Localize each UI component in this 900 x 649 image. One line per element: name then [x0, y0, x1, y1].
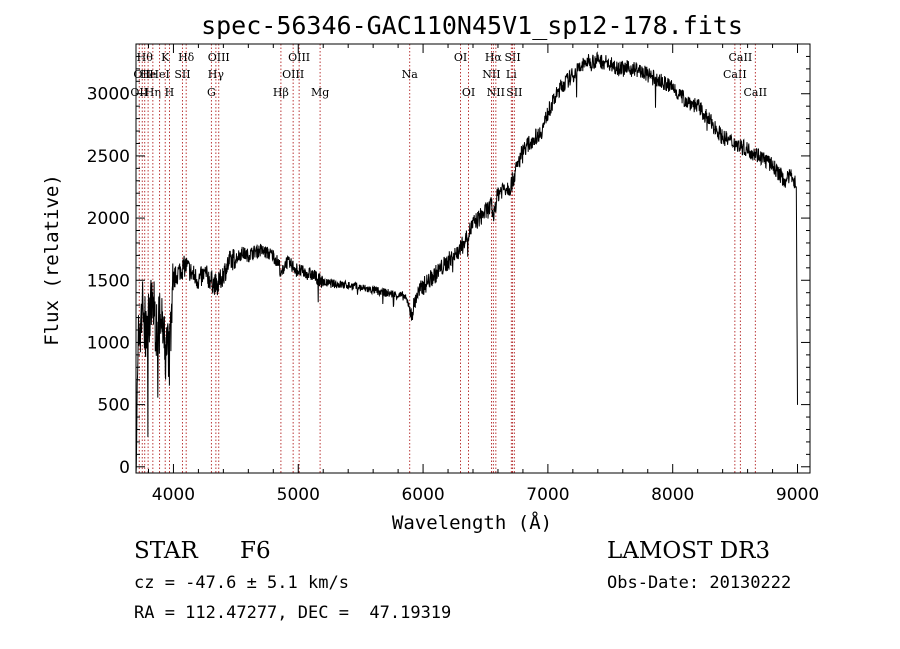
y-tick-label-1500: 1500	[87, 271, 130, 291]
line-label-8: SII	[174, 68, 190, 81]
line-label-7: H	[165, 86, 175, 99]
x-tick-label-9000: 9000	[776, 485, 819, 505]
y-axis: 0 500 1000 1500 2000 2500 3000	[87, 55, 810, 478]
survey-name: LAMOST DR3	[607, 538, 771, 564]
x-axis: 4000 5000 6000 7000 8000 9000	[147, 44, 819, 505]
line-label-2: Hθ	[137, 51, 154, 64]
line-label-20: NII	[482, 68, 500, 81]
line-label-5: HeI	[149, 68, 169, 81]
line-label-13: Hβ	[273, 86, 289, 99]
line-label-9: Hδ	[178, 51, 195, 64]
spectral-line-markers: OII OII Hθ He Hη HeI K H SII Hδ G Hγ OIII Hβ OIII OIII M…	[130, 44, 767, 473]
y-tick-label-2000: 2000	[87, 209, 130, 229]
line-label-6: K	[161, 51, 170, 64]
spectrum-line-group	[135, 51, 798, 474]
y-tick-label-3000: 3000	[87, 85, 130, 105]
line-label-1: OII	[133, 68, 151, 81]
line-label-17: Na	[402, 68, 419, 81]
observation-date: Obs-Date: 20130222	[607, 573, 792, 593]
line-label-24: SII	[504, 51, 520, 64]
line-label-25: SII	[506, 86, 522, 99]
object-class: STAR	[134, 538, 198, 564]
line-label-11: Hγ	[208, 68, 225, 81]
spectrum-line	[135, 51, 798, 474]
line-label-18: OI	[454, 51, 467, 64]
x-tick-label-8000: 8000	[651, 485, 694, 505]
line-label-14: OIII	[282, 68, 304, 81]
line-label-21: Hα	[485, 51, 503, 64]
x-tick-label-6000: 6000	[401, 485, 444, 505]
y-axis-label: Flux (relative)	[41, 174, 63, 346]
x-tick-label-7000: 7000	[526, 485, 569, 505]
line-label-12: OIII	[208, 51, 230, 64]
y-tick-label-0: 0	[119, 458, 130, 478]
redshift-value: cz = -47.6 ± 5.1 km/s	[134, 573, 349, 593]
sky-coordinates: RA = 112.47277, DEC = 47.19319	[134, 603, 452, 623]
y-tick-label-500: 500	[98, 396, 130, 416]
spectral-subclass: F6	[240, 538, 271, 564]
line-label-4: Hη	[145, 86, 161, 99]
line-label-0: OII	[130, 86, 148, 99]
x-tick-label-4000: 4000	[152, 485, 195, 505]
line-label-19: OI	[462, 86, 475, 99]
line-label-10: G	[207, 86, 216, 99]
y-tick-label-2500: 2500	[87, 147, 130, 167]
line-label-23: Li	[506, 68, 517, 81]
chart-title: spec-56346-GAC110N45V1_sp12-178.fits	[201, 11, 743, 40]
y-tick-label-1000: 1000	[87, 333, 130, 353]
line-label-3: He	[140, 68, 156, 81]
line-label-22: NII	[487, 86, 505, 99]
x-axis-label: Wavelength (Å)	[392, 511, 552, 534]
line-label-16: Mg	[311, 86, 329, 99]
line-label-28: CaII	[743, 86, 767, 99]
x-tick-label-5000: 5000	[277, 485, 320, 505]
line-label-26: CaII	[723, 68, 747, 81]
line-label-15: OIII	[288, 51, 310, 64]
line-label-27: CaII	[729, 51, 753, 64]
